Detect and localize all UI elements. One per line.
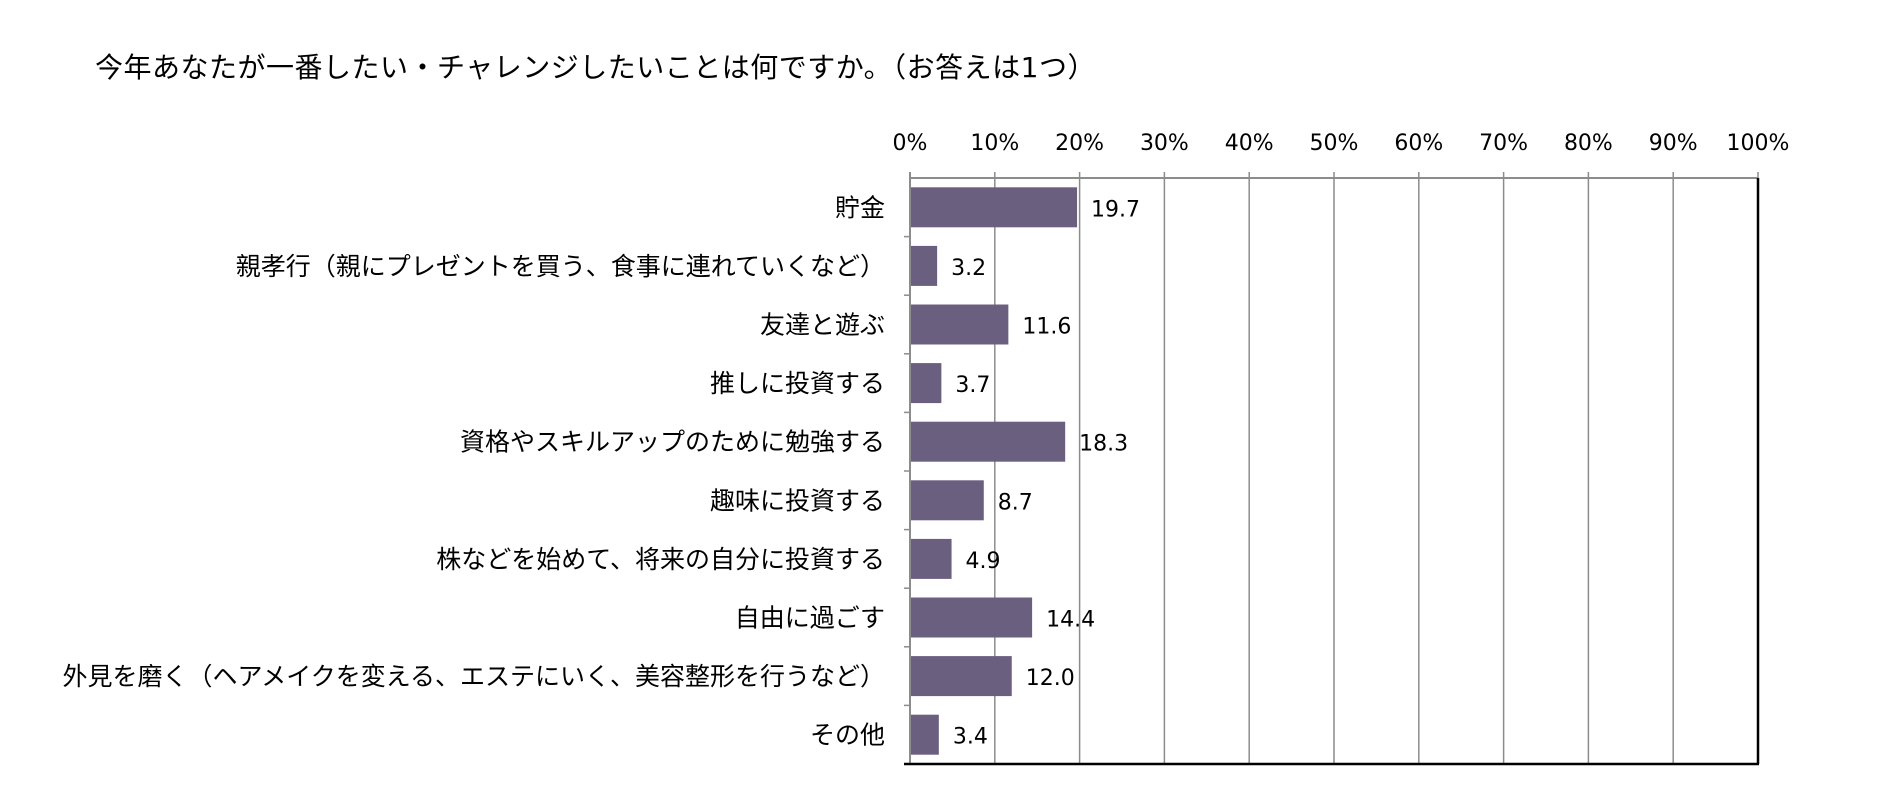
value-label: 8.7 [998,490,1033,515]
x-tick-label: 30% [1140,131,1189,156]
bar [910,656,1012,697]
category-label: 友達と遊ぶ [760,311,885,340]
value-label: 12.0 [1026,666,1075,691]
bar [910,538,952,579]
value-label: 3.2 [951,256,986,281]
value-label: 14.4 [1046,608,1095,633]
bar [910,421,1066,462]
x-tick-label: 90% [1649,131,1698,156]
x-tick-label: 0% [893,131,928,156]
category-label: 資格やスキルアップのために勉強する [460,428,885,457]
category-label: 親孝行（親にプレゼントを買う、食事に連れていくなど） [236,252,885,281]
category-label: 外見を磨く（ヘアメイクを変える、エステにいく、美容整形を行うなど） [62,662,885,691]
x-tick-label: 100% [1727,131,1790,156]
bar [910,187,1078,228]
category-label: その他 [810,721,885,750]
x-tick-label: 10% [970,131,1019,156]
value-label: 19.7 [1091,197,1140,222]
bar [910,363,942,404]
category-label: 貯金 [835,193,885,222]
x-tick-label: 70% [1479,131,1528,156]
value-label: 3.4 [953,725,988,750]
x-tick-label: 40% [1225,131,1274,156]
x-tick-label: 50% [1310,131,1359,156]
bar [910,245,938,286]
axes [904,172,1760,766]
bar [910,480,984,521]
bars [910,187,1078,755]
x-tick-labels: 0% 10% 20% 30% 40% 50% 60% 70% 80% 90% 100% [893,131,1790,156]
category-label: 推しに投資する [710,369,885,398]
bar [910,714,939,755]
category-label: 趣味に投資する [710,486,885,515]
value-label: 3.7 [955,373,990,398]
x-tick-label: 20% [1055,131,1104,156]
chart-title: 今年あなたが一番したい・チャレンジしたいことは何ですか。（お答えは1つ） [95,51,1096,84]
gridlines [994,178,1759,764]
x-tick-label: 60% [1394,131,1443,156]
category-label: 株などを始めて、将来の自分に投資する [436,545,885,574]
bar [910,597,1033,638]
category-label: 自由に過ごす [735,604,885,633]
value-label: 11.6 [1022,315,1071,340]
bar [910,304,1009,345]
x-tick-label: 80% [1564,131,1613,156]
value-label: 18.3 [1079,432,1128,457]
value-label: 4.9 [966,549,1001,574]
value-labels: 19.7 3.2 11.6 3.7 18.3 8.7 4.9 14.4 12.0 3.4 [951,197,1140,749]
